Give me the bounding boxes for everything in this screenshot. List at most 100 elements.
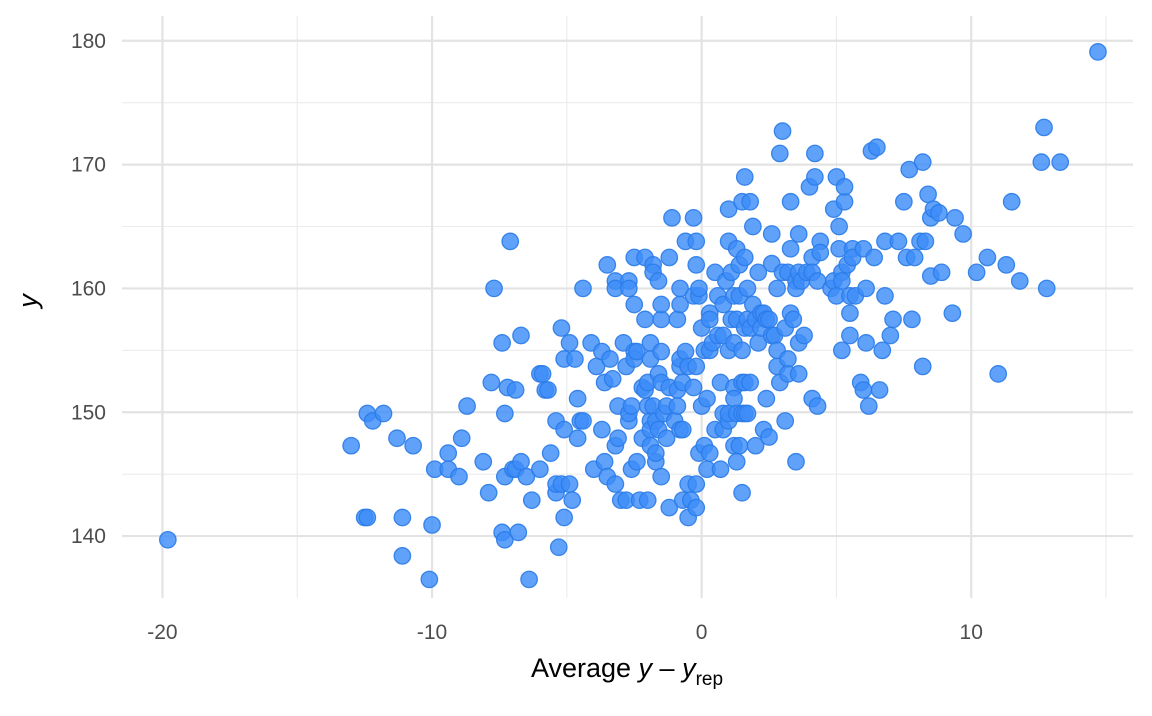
data-point xyxy=(687,475,706,493)
data-point xyxy=(884,310,902,329)
data-point xyxy=(628,452,646,471)
data-point xyxy=(566,350,584,368)
data-point xyxy=(568,389,587,408)
data-point xyxy=(420,570,439,589)
data-point xyxy=(603,369,622,388)
data-point xyxy=(1010,272,1029,290)
data-point xyxy=(404,436,423,455)
data-point xyxy=(593,420,611,439)
data-point xyxy=(555,508,573,527)
data-point xyxy=(997,256,1016,274)
data-point xyxy=(458,397,476,415)
data-point xyxy=(954,225,973,243)
data-point xyxy=(930,204,948,222)
data-point xyxy=(784,310,803,329)
data-point xyxy=(393,547,412,565)
data-point xyxy=(781,239,800,258)
data-point xyxy=(881,326,900,345)
data-point xyxy=(568,429,587,448)
data-point xyxy=(482,373,501,392)
data-point xyxy=(760,310,778,329)
x-axis-title-var1: y xyxy=(637,653,654,683)
data-point xyxy=(806,168,824,186)
data-point xyxy=(393,508,412,527)
data-point xyxy=(889,232,908,251)
data-point xyxy=(509,523,528,542)
data-point xyxy=(905,248,924,267)
data-point xyxy=(854,381,873,399)
data-point xyxy=(787,452,805,471)
data-point xyxy=(660,498,679,517)
data-point xyxy=(474,452,493,471)
data-point xyxy=(903,310,921,329)
data-point xyxy=(495,404,514,423)
data-point xyxy=(700,310,719,329)
data-point xyxy=(601,350,619,368)
data-point xyxy=(735,248,754,267)
data-point xyxy=(832,341,851,360)
data-point xyxy=(727,452,746,471)
data-point xyxy=(668,397,687,415)
data-point xyxy=(749,263,768,282)
data-point xyxy=(773,122,792,141)
data-point xyxy=(841,326,859,345)
data-point xyxy=(506,381,525,399)
data-points xyxy=(158,43,1107,589)
y-axis-title: y xyxy=(13,293,43,310)
data-point xyxy=(660,248,679,267)
data-point xyxy=(552,319,571,337)
data-point xyxy=(687,256,706,274)
data-point xyxy=(770,144,789,163)
x-axis-tick-labels: -20 -10 0 10 xyxy=(147,621,983,644)
data-point xyxy=(560,475,579,493)
data-point xyxy=(967,263,986,282)
data-point xyxy=(598,256,617,274)
data-point xyxy=(989,365,1008,383)
data-point xyxy=(663,208,681,227)
data-point xyxy=(738,279,757,298)
data-point xyxy=(522,491,541,510)
data-point xyxy=(684,378,703,397)
data-point xyxy=(560,334,579,352)
y-tick-label: 150 xyxy=(71,401,106,424)
data-point xyxy=(946,208,964,227)
data-point xyxy=(687,357,706,376)
data-point xyxy=(730,436,749,455)
x-axis-title-prefix: Average xyxy=(531,653,639,683)
data-point xyxy=(859,397,878,415)
data-point xyxy=(876,287,894,305)
data-point xyxy=(652,295,671,314)
data-point xyxy=(622,397,641,415)
data-point xyxy=(857,334,875,352)
data-point xyxy=(636,310,654,329)
x-axis-title: Average y – yrep xyxy=(531,653,723,690)
x-tick-label: 0 xyxy=(696,621,708,644)
data-point xyxy=(830,217,848,236)
data-point xyxy=(916,232,935,251)
data-point xyxy=(865,248,884,267)
x-tick-label: -20 xyxy=(147,621,177,644)
data-point xyxy=(652,342,671,361)
data-point xyxy=(539,381,557,399)
data-point xyxy=(687,498,706,517)
data-point xyxy=(1051,153,1070,171)
data-point xyxy=(919,185,937,204)
data-point xyxy=(913,153,932,171)
data-point xyxy=(932,263,951,282)
data-point xyxy=(652,310,671,329)
data-point xyxy=(789,225,808,243)
data-point xyxy=(741,373,760,392)
data-point xyxy=(668,310,687,329)
data-point xyxy=(687,232,706,251)
data-point xyxy=(1032,153,1051,171)
data-point xyxy=(738,404,757,423)
data-point xyxy=(806,144,824,163)
data-point xyxy=(735,168,754,186)
data-point xyxy=(628,342,646,361)
y-axis-tick-labels: 140 150 160 170 180 xyxy=(71,30,106,548)
data-point xyxy=(913,357,932,376)
data-point xyxy=(684,208,703,227)
data-point xyxy=(619,279,638,298)
data-point xyxy=(595,452,614,471)
